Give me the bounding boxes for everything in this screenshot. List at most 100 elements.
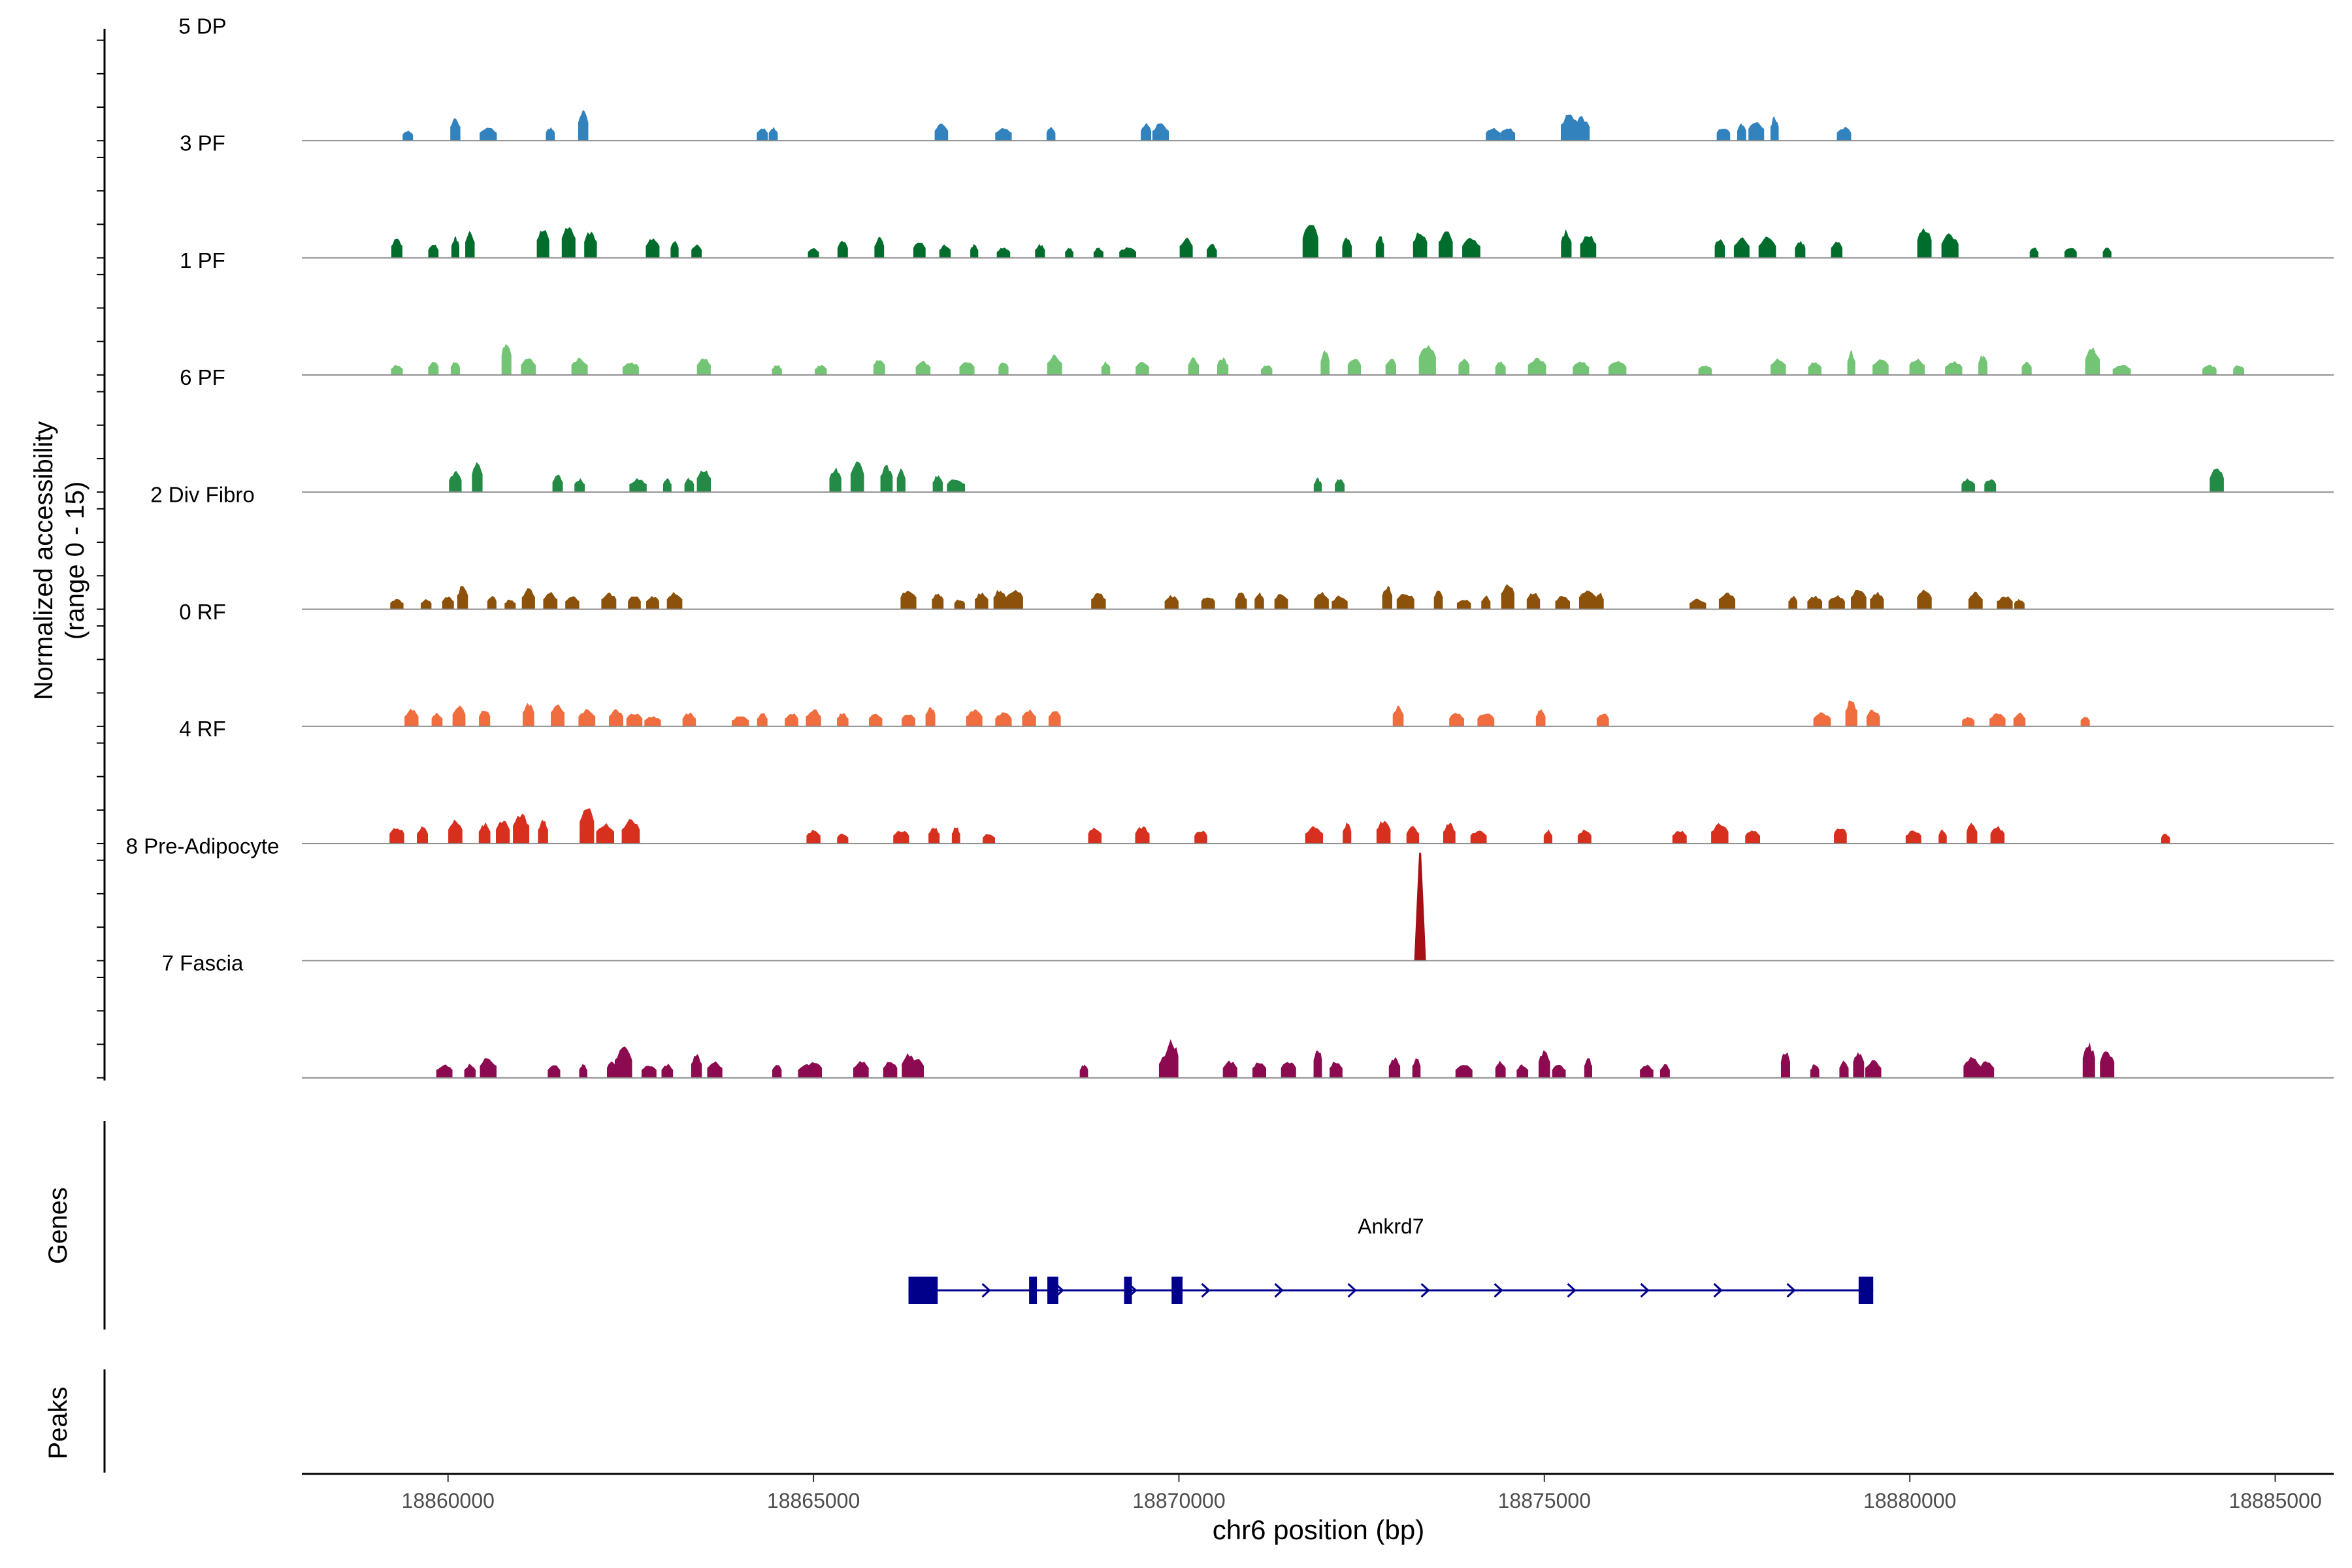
coverage-peak xyxy=(464,1064,476,1078)
coverage-peak xyxy=(1458,359,1470,375)
coverage-peak xyxy=(1382,585,1392,610)
coverage-peak xyxy=(1573,361,1590,375)
coverage-peak xyxy=(1443,823,1456,844)
coverage-peak xyxy=(966,709,983,727)
coverage-peak xyxy=(1711,823,1729,844)
coverage-peak xyxy=(1758,237,1776,258)
coverage-peak xyxy=(1659,1064,1670,1078)
exon xyxy=(1858,1277,1874,1304)
coverage-peak xyxy=(479,710,491,727)
coverage-peak xyxy=(1486,127,1501,141)
coverage-peak xyxy=(571,357,588,375)
coverage-peak xyxy=(1320,350,1330,375)
coverage-peak xyxy=(970,244,979,258)
track-label: 2 Div Fibro xyxy=(150,483,255,507)
coverage-peak xyxy=(645,238,660,258)
coverage-peak xyxy=(391,238,402,258)
coverage-peak xyxy=(390,598,404,610)
coverage-peak xyxy=(932,593,944,610)
track-label: 5 DP xyxy=(178,14,226,38)
coverage-peak xyxy=(1945,361,1963,375)
coverage-peak xyxy=(880,465,893,493)
track-0: 5 DP xyxy=(178,14,2334,142)
coverage-peak xyxy=(1313,1050,1322,1078)
coverage-peak xyxy=(487,596,497,610)
coverage-peak xyxy=(450,361,460,375)
coverage-peak xyxy=(959,362,975,375)
coverage-peak xyxy=(504,599,516,610)
coverage-peak xyxy=(1179,237,1193,258)
coverage-peak xyxy=(2161,834,2170,844)
coverage-peak xyxy=(1462,237,1480,258)
coverage-peak xyxy=(996,247,1011,258)
gene-track: Ankrd7 xyxy=(908,1215,1874,1304)
coverage-peak xyxy=(815,365,827,375)
coverage-peak xyxy=(521,588,535,610)
track-4: 2 Div Fibro xyxy=(150,483,2334,610)
coverage-peak xyxy=(1101,361,1111,375)
coverage-peak xyxy=(1851,589,1867,610)
coverage-peak xyxy=(1584,1058,1592,1078)
coverage-peak xyxy=(1872,359,1889,375)
coverage-peak xyxy=(1375,236,1384,258)
coverage-peak xyxy=(1870,591,1884,610)
coverage-peak xyxy=(662,478,672,493)
coverage-peak xyxy=(1718,593,1736,610)
coverage-peak xyxy=(696,358,711,375)
coverage-peak xyxy=(1808,362,1821,375)
coverage-peak xyxy=(1845,700,1857,727)
coverage-peak xyxy=(402,130,414,141)
coverage-peak xyxy=(478,822,491,844)
x-axis-label: chr6 position (bp) xyxy=(1213,1514,1425,1545)
coverage-peak xyxy=(1962,717,1975,727)
track-label: 0 RF xyxy=(179,600,226,624)
coverage-peak xyxy=(546,127,555,141)
coverage-peak xyxy=(1594,593,1604,610)
coverage-peak xyxy=(580,808,595,844)
coverage-peak xyxy=(626,713,643,727)
coverage-peak xyxy=(452,705,466,727)
coverage-peak xyxy=(1917,589,1932,610)
strand-arrow xyxy=(1274,1282,1284,1298)
coverage-peak xyxy=(1314,591,1329,610)
coverage-peak xyxy=(1853,1052,1865,1078)
coverage-peak xyxy=(628,596,641,610)
coverage-peak xyxy=(2233,365,2244,375)
track-7: 8 Pre-Adipocyte xyxy=(126,834,2334,962)
coverage-peak xyxy=(1342,237,1352,258)
coverage-peak xyxy=(457,585,468,610)
coverage-peak xyxy=(1385,359,1397,375)
coverage-peak xyxy=(2100,1051,2115,1078)
coverage-peak xyxy=(543,591,558,610)
coverage-peak xyxy=(451,237,459,258)
track-2: 1 PF xyxy=(180,248,2334,376)
coverage-peak xyxy=(1418,345,1436,375)
coverage-peak xyxy=(983,834,996,844)
coverage-peak xyxy=(1865,1060,1882,1078)
coverage-peak xyxy=(1194,830,1207,844)
coverage-peak xyxy=(1313,478,1322,493)
coverage-peak xyxy=(1961,478,1975,493)
exon xyxy=(1029,1277,1037,1304)
coverage-peak xyxy=(1260,365,1273,375)
coverage-peak xyxy=(2013,712,2026,727)
track-label: 1 PF xyxy=(180,248,225,272)
coverage-peak xyxy=(1839,1060,1849,1078)
coverage-peak xyxy=(480,1058,497,1078)
coverage-peak xyxy=(1396,594,1414,610)
coverage-peak xyxy=(1091,593,1106,610)
coverage-peak xyxy=(614,1046,632,1078)
track-8: 7 Fascia xyxy=(162,951,2334,1079)
coverage-peak xyxy=(731,716,749,727)
coverage-peak xyxy=(2112,365,2131,375)
coverage-peak xyxy=(913,242,926,258)
coverage-peak xyxy=(1997,596,2013,610)
coverage-peak xyxy=(1698,365,1712,375)
coverage-peak xyxy=(1035,244,1045,258)
coverage-peak xyxy=(1135,361,1149,375)
coverage-peak xyxy=(1837,127,1852,141)
coverage-peak xyxy=(561,227,576,258)
coverage-peak xyxy=(1938,829,1947,844)
coverage-peak xyxy=(1963,1056,1981,1078)
coverage-peak xyxy=(1745,830,1760,844)
